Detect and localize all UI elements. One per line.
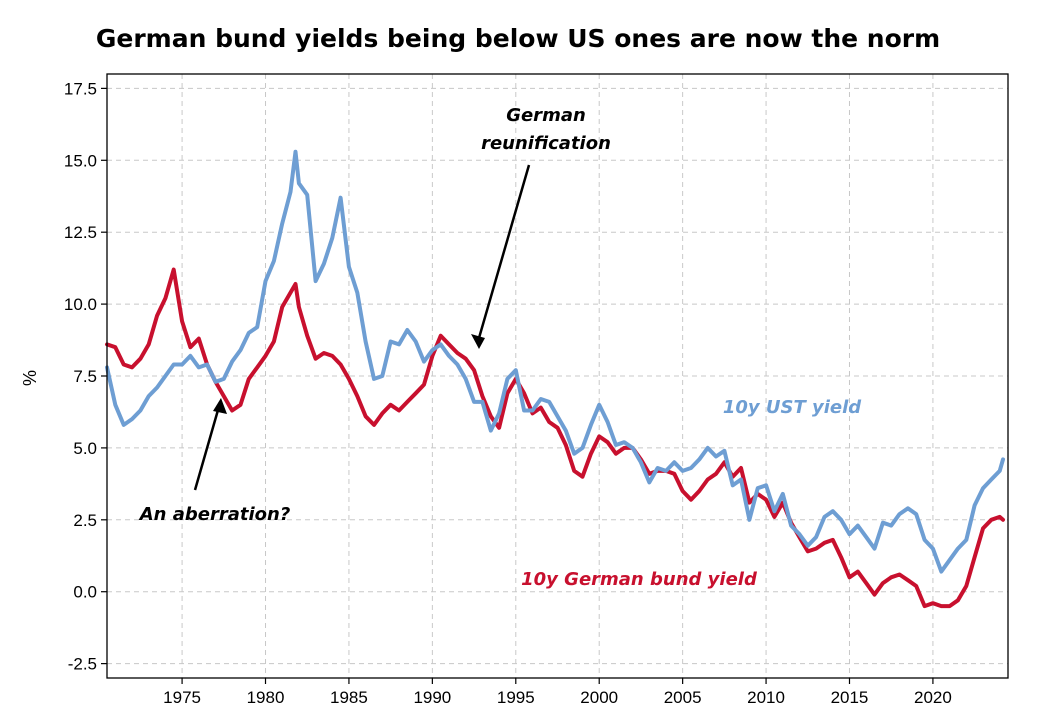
x-tick-label: 2015 [831,688,869,707]
y-tick-label: 10.0 [64,295,97,314]
ust-series-label: 10y UST yield [723,397,862,418]
x-tick-label: 1990 [413,688,451,707]
x-tick-label: 2000 [580,688,618,707]
annotation-reunification-line-2: reunification [481,133,611,154]
plot-area [105,149,1005,609]
y-tick-label: -2.5 [68,655,97,674]
chart-title: German bund yields being below US ones a… [96,24,940,53]
y-tick-label: 12.5 [64,223,97,242]
bund-series-label: 10y German bund yield [521,569,758,590]
annotation-reunification-line-1: German [506,105,586,126]
y-tick-label: 7.5 [73,367,97,386]
axis-ticks: -2.5 0.0 2.5 5.0 7.5 10.0 12.5 15.0 17.5 1975 1980… [64,79,952,707]
y-tick-label: 2.5 [73,511,97,530]
ust-yield-line [105,149,1005,574]
annotation-aberration: An aberration? [138,504,291,525]
x-tick-label: 1995 [497,688,535,707]
y-axis-label: % [20,370,40,386]
x-tick-label: 2005 [664,688,702,707]
x-tick-label: 2020 [914,688,952,707]
reunification-arrow [477,164,531,339]
x-tick-label: 1985 [330,688,368,707]
y-tick-label: 15.0 [64,151,97,170]
grid [107,74,1008,678]
reunification-arrowhead [471,334,485,349]
aberration-arrow [193,409,220,491]
annotations: German reunification An aberration? [138,105,611,525]
aberration-arrowhead [213,398,227,414]
bund-yield-line [105,267,1005,609]
y-tick-label: 0.0 [73,583,97,602]
x-tick-label: 1975 [163,688,201,707]
x-tick-label: 2010 [747,688,785,707]
y-tick-label: 5.0 [73,439,97,458]
x-tick-label: 1980 [247,688,285,707]
y-tick-label: 17.5 [64,79,97,98]
